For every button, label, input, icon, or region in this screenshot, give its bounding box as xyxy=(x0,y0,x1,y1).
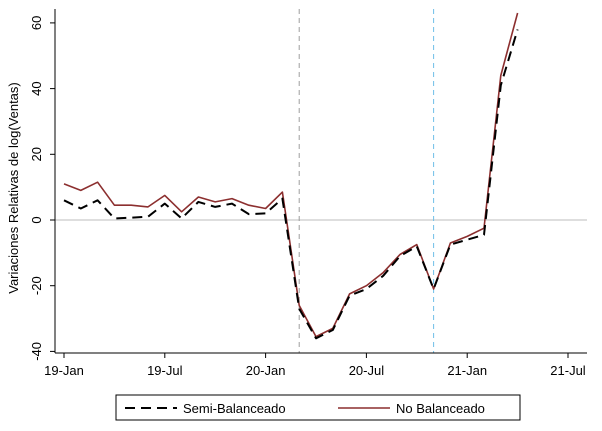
legend-label-semi-balanceado: Semi-Balanceado xyxy=(183,401,286,416)
plot-area xyxy=(55,9,587,353)
y-tick-label: -40 xyxy=(29,342,44,361)
legend: Semi-Balanceado No Balanceado xyxy=(115,394,521,421)
x-tick-label: 20-Jan xyxy=(246,363,286,378)
x-tick-label: 21-Jul xyxy=(550,363,586,378)
y-tick-label: -20 xyxy=(29,276,44,295)
legend-label-no-balanceado: No Balanceado xyxy=(396,401,485,416)
x-tick-label: 19-Jan xyxy=(44,363,84,378)
x-tick-label: 21-Jan xyxy=(447,363,487,378)
y-tick-label: 0 xyxy=(29,216,44,223)
y-tick-label: 60 xyxy=(29,16,44,30)
x-tick-label: 19-Jul xyxy=(147,363,183,378)
series-line-semi-balanceado xyxy=(63,29,519,340)
x-tick-label: 20-Jul xyxy=(349,363,385,378)
y-tick-label: 40 xyxy=(29,81,44,95)
y-tick-label: 20 xyxy=(29,147,44,161)
legend-box xyxy=(115,394,521,421)
y-axis-label: Variaciones Relativas de log(Ventas) xyxy=(6,82,21,294)
